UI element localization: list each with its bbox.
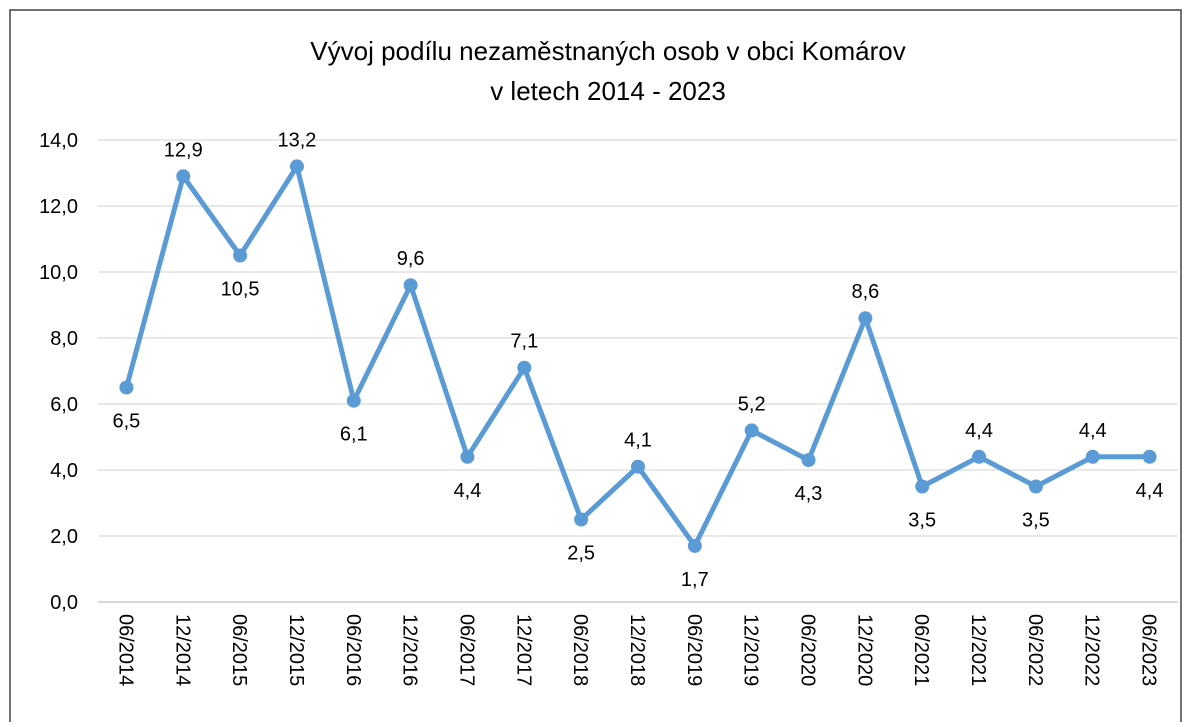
data-point xyxy=(1142,449,1157,464)
x-tick-label: 12/2020 xyxy=(853,614,875,686)
x-tick-label: 12/2015 xyxy=(285,614,307,686)
data-point xyxy=(574,512,589,527)
x-tick-label: 06/2015 xyxy=(228,614,250,686)
data-point xyxy=(801,453,816,468)
data-point xyxy=(460,449,475,464)
data-point xyxy=(1028,479,1043,494)
data-label: 10,5 xyxy=(221,279,260,301)
data-point xyxy=(517,360,532,375)
data-label: 4,1 xyxy=(624,430,652,452)
chart-border xyxy=(9,9,1182,722)
data-point xyxy=(289,159,304,174)
y-tick-label: 8,0 xyxy=(50,328,78,350)
data-point xyxy=(346,393,361,408)
x-tick-label: 12/2021 xyxy=(967,614,989,686)
data-point xyxy=(119,380,134,395)
y-tick-label: 14,0 xyxy=(39,130,78,152)
data-point xyxy=(176,169,191,184)
x-tick-label: 12/2019 xyxy=(740,614,762,686)
x-tick-label: 12/2016 xyxy=(399,614,421,686)
y-tick-label: 4,0 xyxy=(50,460,78,482)
data-label: 2,5 xyxy=(567,543,595,565)
data-label: 6,1 xyxy=(340,424,368,446)
data-label: 6,5 xyxy=(113,411,141,433)
x-tick-label: 12/2017 xyxy=(512,614,534,686)
y-tick-label: 10,0 xyxy=(39,262,78,284)
data-label: 8,6 xyxy=(851,281,879,303)
y-tick-label: 6,0 xyxy=(50,394,78,416)
data-label: 4,4 xyxy=(1079,420,1107,442)
data-label: 4,4 xyxy=(1136,480,1164,502)
data-label: 13,2 xyxy=(277,129,316,151)
x-tick-label: 06/2023 xyxy=(1138,614,1160,686)
data-label: 4,4 xyxy=(965,420,993,442)
x-tick-label: 06/2014 xyxy=(114,614,136,686)
y-tick-label: 0,0 xyxy=(50,592,78,614)
data-point xyxy=(403,278,418,293)
data-point xyxy=(744,423,759,438)
chart-title: Vývoj podílu nezaměstnaných osob v obci … xyxy=(310,36,905,66)
data-label: 5,2 xyxy=(738,393,766,415)
data-point xyxy=(915,479,930,494)
data-point xyxy=(631,459,645,474)
data-label: 3,5 xyxy=(908,510,936,532)
x-tick-label: 12/2022 xyxy=(1081,614,1103,686)
data-point xyxy=(858,311,873,326)
x-tick-label: 06/2022 xyxy=(1024,614,1046,686)
data-label: 12,9 xyxy=(164,139,203,161)
data-label: 1,7 xyxy=(681,569,709,591)
data-point xyxy=(233,248,248,263)
data-point xyxy=(687,538,702,553)
y-tick-label: 2,0 xyxy=(50,526,78,548)
x-tick-label: 06/2018 xyxy=(569,614,591,686)
data-point xyxy=(1085,449,1100,464)
x-tick-label: 06/2019 xyxy=(683,614,705,686)
x-tick-label: 06/2020 xyxy=(797,614,819,686)
x-tick-label: 06/2017 xyxy=(455,614,477,686)
data-label: 3,5 xyxy=(1022,510,1050,532)
x-tick-label: 06/2021 xyxy=(910,614,932,686)
x-tick-label: 12/2014 xyxy=(171,614,193,686)
x-tick-label: 06/2016 xyxy=(342,614,364,686)
data-label: 4,3 xyxy=(795,483,823,505)
data-point xyxy=(972,449,987,464)
chart-title: v letech 2014 - 2023 xyxy=(490,76,726,106)
y-tick-label: 12,0 xyxy=(39,196,78,218)
data-label: 9,6 xyxy=(397,248,425,270)
data-label: 4,4 xyxy=(454,480,482,502)
data-label: 7,1 xyxy=(510,331,538,353)
x-tick-label: 12/2018 xyxy=(626,614,648,686)
